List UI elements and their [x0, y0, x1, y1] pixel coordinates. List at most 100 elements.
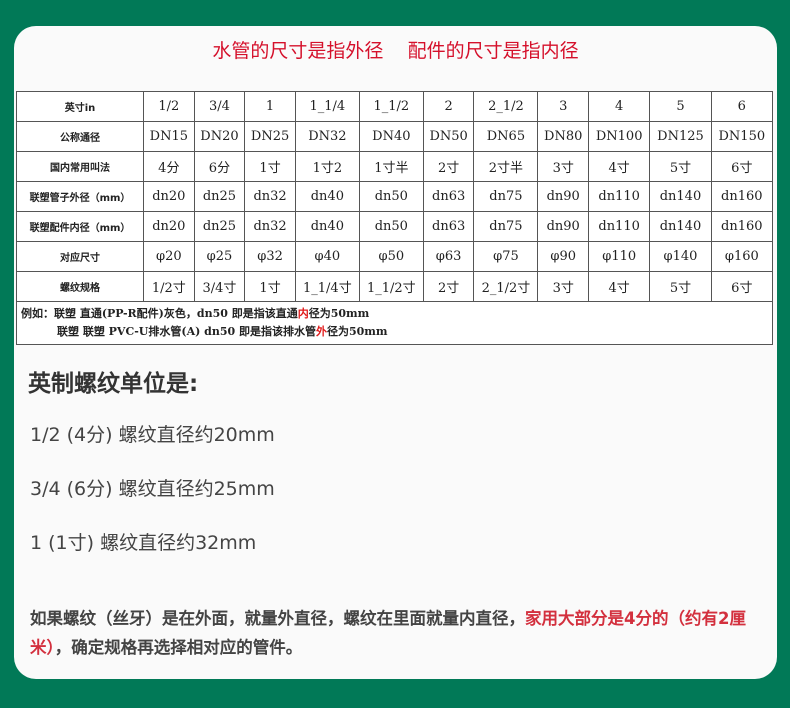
- table-cell: φ40: [294, 241, 360, 272]
- table-cell: 2寸: [422, 151, 475, 182]
- table-cell: 2: [422, 91, 475, 122]
- table-cell: 1/2: [143, 91, 195, 122]
- table-cell: 2_1/2寸: [473, 271, 539, 302]
- table-cell: dn63: [422, 211, 475, 242]
- table-cell: DN25: [244, 121, 296, 152]
- table-cell: DN20: [193, 121, 246, 152]
- table-cell: dn140: [649, 211, 712, 242]
- table-cell: φ25: [193, 241, 246, 272]
- table-cell: φ160: [710, 241, 774, 272]
- table-cell: 4: [588, 91, 651, 122]
- table-cell: dn25: [193, 211, 246, 242]
- table-row: 螺纹规格 1/2寸 3/4寸 1寸 1_1/4寸 1_1/2寸 2寸 2_1/2寸 3寸 4寸 5寸…: [16, 271, 774, 302]
- thread-size-line: 1/2 (4分) 螺纹直径约20mm: [30, 424, 275, 446]
- table-cell: dn140: [649, 181, 712, 212]
- row-label: 英寸in: [16, 91, 144, 122]
- note-row: 例如：联塑 直通(PP-R配件)灰色，dn50 即是指该直通内径为50mm 联塑 …: [16, 301, 773, 345]
- thread-size-line: 1 (1寸) 螺纹直径约32mm: [30, 532, 257, 554]
- table-cell: 3/4寸: [193, 271, 246, 302]
- table-cell: 3寸: [537, 151, 590, 182]
- table-cell: 1/2寸: [143, 271, 195, 302]
- table-cell: dn110: [588, 211, 651, 242]
- table-cell: 1寸2: [294, 151, 360, 182]
- table-cell: dn160: [710, 211, 774, 242]
- table-cell: φ90: [537, 241, 590, 272]
- table-cell: φ75: [473, 241, 539, 272]
- table-cell: 6分: [193, 151, 246, 182]
- table-cell: 1寸半: [358, 151, 424, 182]
- table-cell: DN50: [422, 121, 475, 152]
- table-cell: 3寸: [537, 271, 590, 302]
- table-cell: φ50: [358, 241, 424, 272]
- table-cell: dn160: [710, 181, 774, 212]
- table-cell: dn63: [422, 181, 475, 212]
- table-cell: 6寸: [710, 271, 774, 302]
- table-row: 国内常用叫法 4分 6分 1寸 1寸2 1寸半 2寸 2寸半 3寸 4寸 5寸 6寸: [16, 151, 774, 182]
- table-cell: 1寸: [244, 151, 296, 182]
- table-cell: 5: [649, 91, 712, 122]
- row-label: 国内常用叫法: [16, 151, 144, 182]
- table-cell: 6: [710, 91, 774, 122]
- explanation-part: ，确定规格再选择相对应的管件。: [54, 638, 303, 657]
- table-cell: φ32: [244, 241, 296, 272]
- table-row: 公称通径 DN15 DN20 DN25 DN32 DN40 DN50 DN65 DN80 DN10…: [16, 121, 774, 152]
- table-cell: DN80: [537, 121, 590, 152]
- table-cell: DN125: [649, 121, 712, 152]
- table-cell: dn20: [143, 211, 195, 242]
- row-label: 联塑管子外径（mm）: [16, 181, 144, 212]
- table-cell: DN15: [143, 121, 195, 152]
- table-row: 对应尺寸 φ20 φ25 φ32 φ40 φ50 φ63 φ75 φ90 φ110 φ140 φ160: [16, 241, 774, 272]
- table-cell: dn50: [358, 211, 424, 242]
- table-cell: φ20: [143, 241, 195, 272]
- table-row: 联塑管子外径（mm） dn20 dn25 dn32 dn40 dn50 dn63 dn75 dn…: [16, 181, 774, 212]
- table-cell: DN65: [473, 121, 539, 152]
- table-cell: dn90: [537, 181, 590, 212]
- table-cell: 1_1/2: [358, 91, 424, 122]
- table-cell: dn110: [588, 181, 651, 212]
- explanation-highlight: 家用大部分是4分的（约有2厘米）: [30, 609, 746, 657]
- note-line: 联塑 联塑 PVC-U排水管(A) dn50 即是指该排水管外径为50mm: [21, 323, 772, 341]
- table-cell: dn25: [193, 181, 246, 212]
- section-heading: 英制螺纹单位是:: [28, 371, 199, 397]
- table-cell: 4寸: [588, 271, 651, 302]
- table-cell: dn32: [244, 211, 296, 242]
- table-cell: 3: [537, 91, 590, 122]
- note-text: 径为50mm: [326, 325, 388, 338]
- table-cell: DN100: [588, 121, 651, 152]
- table-cell: DN32: [294, 121, 360, 152]
- table-cell: DN150: [710, 121, 774, 152]
- table-cell: 1_1/4寸: [294, 271, 360, 302]
- table-cell: dn75: [473, 181, 539, 212]
- table-cell: 4寸: [588, 151, 651, 182]
- table-cell: φ140: [649, 241, 712, 272]
- row-label: 对应尺寸: [16, 241, 144, 272]
- table-cell: dn40: [294, 181, 360, 212]
- note-line: 例如：联塑 直通(PP-R配件)灰色，dn50 即是指该直通内径为50mm: [21, 305, 772, 323]
- table-cell: dn32: [244, 181, 296, 212]
- pipe-size-table: 英寸in 1/2 3/4 1 1_1/4 1_1/2 2 2_1/2 3 4 5 6 公称通径 DN15 D…: [16, 91, 774, 345]
- note-cell: 例如：联塑 直通(PP-R配件)灰色，dn50 即是指该直通内径为50mm 联塑 …: [16, 301, 773, 345]
- table-cell: 5寸: [649, 271, 712, 302]
- table-cell: dn90: [537, 211, 590, 242]
- table-cell: 1_1/4: [294, 91, 360, 122]
- table-cell: dn40: [294, 211, 360, 242]
- table-cell: 2寸: [422, 271, 475, 302]
- table-cell: DN40: [358, 121, 424, 152]
- table-cell: dn50: [358, 181, 424, 212]
- content-card: 水管的尺寸是指外径 配件的尺寸是指内径 英寸in 1/2 3/4 1 1_1/4 1_1/…: [14, 26, 777, 679]
- table-cell: 5寸: [649, 151, 712, 182]
- table-row: 联塑配件内径（mm） dn20 dn25 dn32 dn40 dn50 dn63 dn75 dn…: [16, 211, 774, 242]
- row-label: 螺纹规格: [16, 271, 144, 302]
- table-cell: 2寸半: [473, 151, 539, 182]
- note-text: 径为50mm: [308, 307, 370, 320]
- note-highlight: 内: [297, 307, 309, 320]
- table-row: 英寸in 1/2 3/4 1 1_1/4 1_1/2 2 2_1/2 3 4 5 6: [16, 91, 774, 122]
- page-title: 水管的尺寸是指外径 配件的尺寸是指内径: [212, 40, 579, 62]
- table-cell: 1_1/2寸: [358, 271, 424, 302]
- table-cell: φ63: [422, 241, 475, 272]
- explanation-part: 如果螺纹（丝牙）是在外面，就量外直径，螺纹在里面就量内直径，: [30, 609, 525, 628]
- table-cell: dn75: [473, 211, 539, 242]
- table-cell: 3/4: [193, 91, 246, 122]
- table-cell: 1寸: [244, 271, 296, 302]
- note-highlight: 外: [315, 325, 327, 338]
